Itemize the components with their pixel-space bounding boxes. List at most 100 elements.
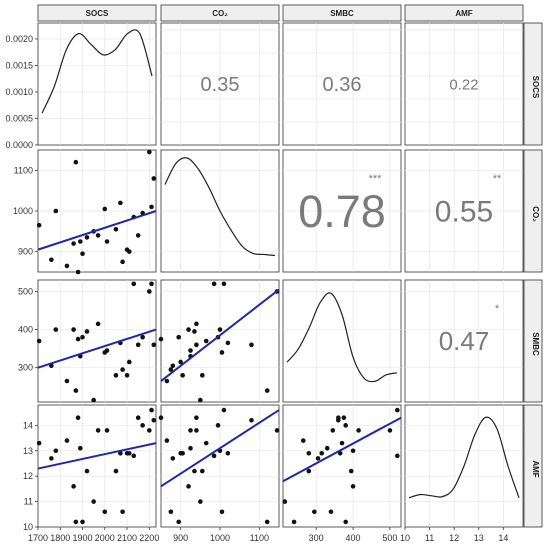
y-tick-label: 11 bbox=[24, 497, 33, 507]
scatter-point bbox=[219, 350, 225, 355]
scatter-point bbox=[339, 440, 345, 446]
row-strip-bg bbox=[523, 279, 543, 403]
scatter-point bbox=[102, 206, 108, 212]
scatter-point bbox=[84, 468, 90, 474]
panel-3-1 bbox=[158, 404, 280, 528]
scatter-point bbox=[225, 340, 231, 346]
scatter-point bbox=[395, 407, 400, 413]
scatter-point bbox=[120, 509, 125, 515]
scatter-point bbox=[140, 423, 145, 428]
scatter-point bbox=[135, 415, 141, 421]
scatter-point bbox=[131, 453, 137, 459]
scatter-point bbox=[348, 468, 354, 474]
scatter-point bbox=[104, 428, 110, 433]
scatter-point bbox=[343, 423, 348, 428]
scatter-point bbox=[80, 251, 85, 256]
row-strip-label: AMF bbox=[531, 460, 540, 477]
row-strip-bg bbox=[523, 22, 543, 146]
scatter-point bbox=[336, 417, 341, 423]
row-strip-0: SOCS bbox=[523, 22, 543, 146]
x-tick-label: 2000 bbox=[95, 533, 115, 543]
row-strip-label: SOCS bbox=[531, 76, 540, 99]
scatter-point bbox=[75, 336, 81, 342]
correlation-value: 0.55 bbox=[435, 196, 493, 229]
x-tick-label: 1700 bbox=[28, 533, 48, 543]
panel-0-0 bbox=[37, 22, 157, 146]
scatter-point bbox=[120, 259, 125, 265]
row-strip-2: SMBC bbox=[523, 279, 543, 403]
scatter-point bbox=[104, 239, 110, 244]
scatter-point bbox=[91, 397, 96, 403]
scatter-point bbox=[49, 456, 54, 461]
row-strip-label: SMBC bbox=[531, 332, 540, 356]
scatter-point bbox=[300, 438, 306, 443]
x-axis-2: 300 400 500 bbox=[309, 527, 397, 543]
scatter-point bbox=[194, 428, 199, 433]
x-tick-label: 400 bbox=[346, 533, 361, 543]
scatter-point bbox=[203, 338, 209, 344]
panel-1-1 bbox=[160, 149, 280, 273]
y-tick-label: 0.0005 bbox=[5, 113, 33, 123]
scatter-point bbox=[49, 257, 54, 263]
panel-background bbox=[282, 279, 402, 403]
correlation-value: 0.47 bbox=[439, 326, 490, 356]
x-axis-3: 10 11 12 13 14 bbox=[400, 527, 508, 543]
column-strip-bg bbox=[37, 4, 157, 22]
scatter-point bbox=[198, 499, 203, 504]
scatter-point bbox=[158, 415, 164, 421]
scatter-point bbox=[64, 263, 70, 269]
scatter-point bbox=[387, 428, 393, 433]
scatter-point bbox=[274, 428, 280, 433]
panel-0-3: 0.22 bbox=[404, 22, 524, 146]
scatter-point bbox=[53, 448, 59, 454]
x-tick-label: 300 bbox=[309, 533, 324, 543]
scatter-point bbox=[147, 289, 152, 294]
regression-line bbox=[37, 210, 157, 251]
scatter-point bbox=[249, 417, 254, 423]
correlation-value: 0.22 bbox=[449, 76, 478, 93]
scatter-point bbox=[188, 428, 193, 433]
scatter-point bbox=[120, 367, 125, 372]
panel-2-1 bbox=[158, 279, 280, 403]
scatter-point bbox=[102, 509, 108, 515]
row-strip-1: CO₂ bbox=[523, 149, 543, 273]
correlation-value: 0.36 bbox=[323, 74, 362, 96]
scatter-point bbox=[78, 239, 83, 244]
scatter-point bbox=[36, 338, 42, 344]
scatter-point bbox=[71, 327, 76, 332]
scatter-point bbox=[200, 373, 205, 378]
scatter-point bbox=[71, 241, 76, 246]
scatter-point bbox=[149, 281, 154, 287]
panel-3-3 bbox=[404, 404, 524, 528]
row-strip-bg bbox=[523, 149, 543, 273]
scatter-point bbox=[203, 440, 209, 446]
scatter-point bbox=[113, 468, 119, 474]
x-tick-label: 1800 bbox=[50, 533, 70, 543]
x-tick-label: 14 bbox=[498, 533, 508, 543]
scatter-point bbox=[151, 342, 157, 348]
panel-background bbox=[282, 404, 402, 528]
x-tick-label: 1100 bbox=[250, 533, 269, 543]
column-strip-label: SOCS bbox=[86, 9, 109, 18]
scatter-point bbox=[170, 456, 176, 461]
scatter-point bbox=[221, 407, 227, 413]
scatter-point bbox=[291, 519, 297, 525]
scatter-point bbox=[176, 334, 181, 340]
scatter-point bbox=[140, 334, 145, 340]
scatter-point bbox=[211, 453, 217, 459]
y-tick-label: 900 bbox=[18, 247, 33, 257]
scatter-point bbox=[178, 359, 183, 365]
x-tick-label: 500 bbox=[382, 533, 397, 543]
panel-1-2: 0.78*** bbox=[282, 149, 402, 273]
scatter-point bbox=[215, 423, 221, 428]
scatter-point bbox=[192, 468, 197, 474]
scatter-point bbox=[64, 438, 70, 443]
scatter-point bbox=[319, 450, 325, 456]
scatter-point bbox=[180, 373, 185, 378]
scatter-point bbox=[343, 519, 348, 525]
scatter-point bbox=[211, 281, 217, 287]
column-strip-3: AMF bbox=[404, 4, 524, 22]
panel-1-0 bbox=[36, 149, 157, 275]
row-strip-3: AMF bbox=[523, 404, 543, 528]
